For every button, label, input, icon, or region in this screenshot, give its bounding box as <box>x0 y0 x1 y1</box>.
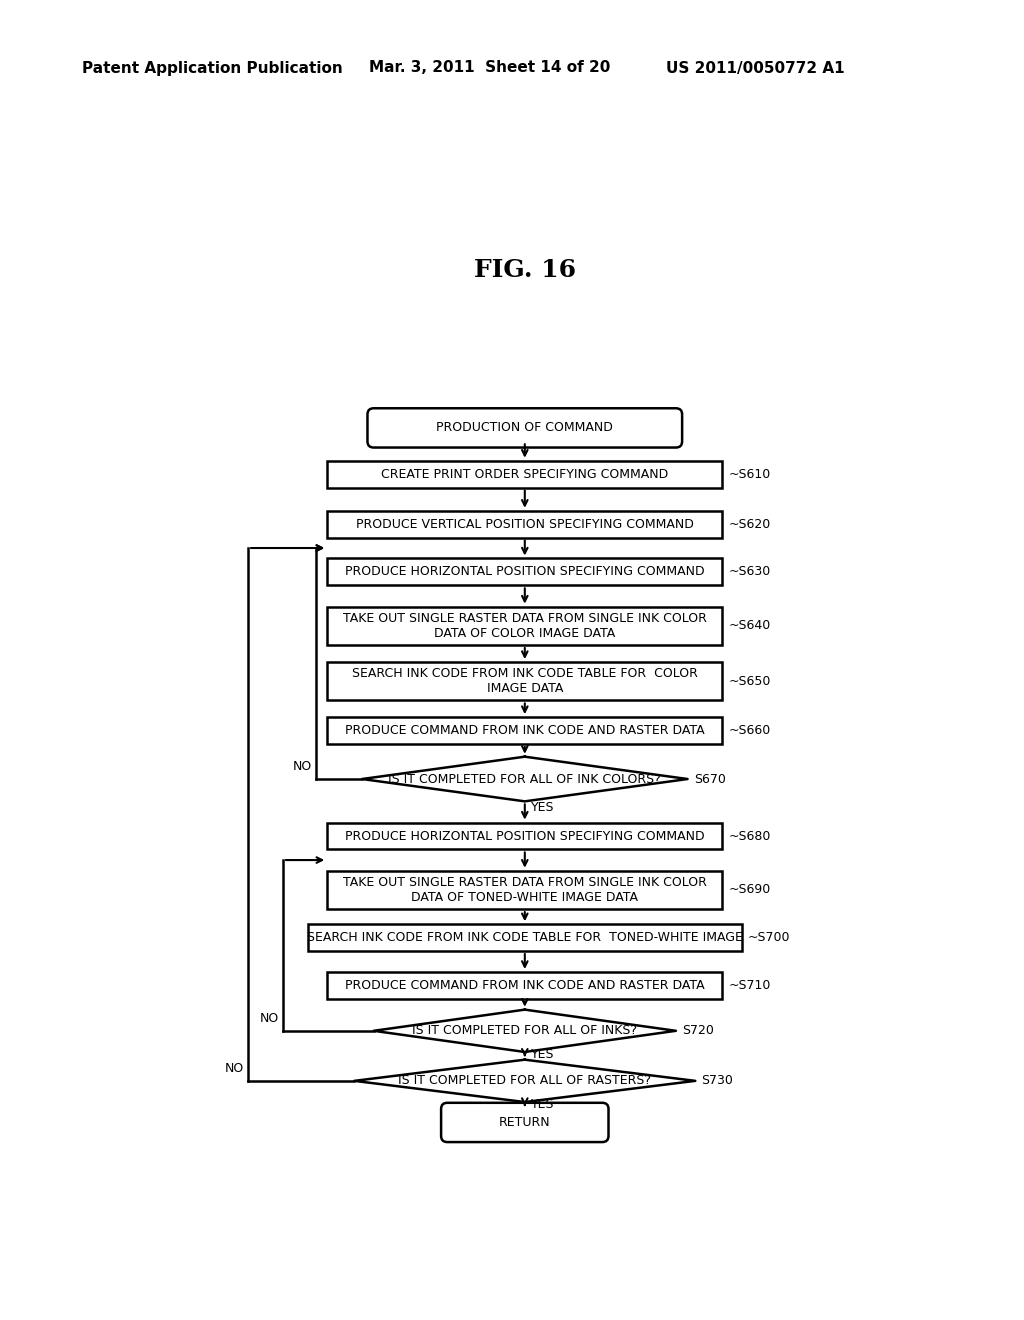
Text: S730: S730 <box>701 1074 733 1088</box>
Text: ~S640: ~S640 <box>729 619 771 632</box>
Polygon shape <box>374 1010 676 1052</box>
Text: ~S650: ~S650 <box>729 675 771 688</box>
FancyBboxPatch shape <box>328 461 722 487</box>
FancyBboxPatch shape <box>328 822 722 850</box>
Text: TAKE OUT SINGLE RASTER DATA FROM SINGLE INK COLOR
DATA OF TONED-WHITE IMAGE DATA: TAKE OUT SINGLE RASTER DATA FROM SINGLE … <box>343 876 707 904</box>
Text: ~S610: ~S610 <box>729 467 771 480</box>
Text: ~S620: ~S620 <box>729 517 771 531</box>
Text: PRODUCE HORIZONTAL POSITION SPECIFYING COMMAND: PRODUCE HORIZONTAL POSITION SPECIFYING C… <box>345 829 705 842</box>
Text: PRODUCE VERTICAL POSITION SPECIFYING COMMAND: PRODUCE VERTICAL POSITION SPECIFYING COM… <box>356 517 693 531</box>
Text: TAKE OUT SINGLE RASTER DATA FROM SINGLE INK COLOR
DATA OF COLOR IMAGE DATA: TAKE OUT SINGLE RASTER DATA FROM SINGLE … <box>343 611 707 640</box>
FancyBboxPatch shape <box>328 607 722 645</box>
Text: ~S630: ~S630 <box>729 565 771 578</box>
Polygon shape <box>354 1060 695 1102</box>
Text: NO: NO <box>260 1011 280 1024</box>
Text: RETURN: RETURN <box>499 1115 551 1129</box>
Text: YES: YES <box>531 801 555 814</box>
Text: SEARCH INK CODE FROM INK CODE TABLE FOR  COLOR
IMAGE DATA: SEARCH INK CODE FROM INK CODE TABLE FOR … <box>352 667 697 696</box>
FancyBboxPatch shape <box>328 717 722 744</box>
Text: NO: NO <box>225 1061 245 1074</box>
Text: ~S690: ~S690 <box>729 883 771 896</box>
FancyBboxPatch shape <box>328 871 722 909</box>
Text: IS IT COMPLETED FOR ALL OF INK COLORS?: IS IT COMPLETED FOR ALL OF INK COLORS? <box>388 772 662 785</box>
Text: SEARCH INK CODE FROM INK CODE TABLE FOR  TONED-WHITE IMAGE: SEARCH INK CODE FROM INK CODE TABLE FOR … <box>307 931 742 944</box>
FancyBboxPatch shape <box>308 924 741 952</box>
Text: YES: YES <box>531 1098 555 1111</box>
FancyBboxPatch shape <box>328 558 722 585</box>
Polygon shape <box>362 756 687 801</box>
FancyBboxPatch shape <box>441 1102 608 1142</box>
Text: CREATE PRINT ORDER SPECIFYING COMMAND: CREATE PRINT ORDER SPECIFYING COMMAND <box>381 467 669 480</box>
Text: PRODUCE HORIZONTAL POSITION SPECIFYING COMMAND: PRODUCE HORIZONTAL POSITION SPECIFYING C… <box>345 565 705 578</box>
Text: PRODUCTION OF COMMAND: PRODUCTION OF COMMAND <box>436 421 613 434</box>
FancyBboxPatch shape <box>368 408 682 447</box>
Text: S670: S670 <box>693 772 726 785</box>
Text: S720: S720 <box>682 1024 714 1038</box>
Text: IS IT COMPLETED FOR ALL OF INKS?: IS IT COMPLETED FOR ALL OF INKS? <box>413 1024 637 1038</box>
Text: PRODUCE COMMAND FROM INK CODE AND RASTER DATA: PRODUCE COMMAND FROM INK CODE AND RASTER… <box>345 723 705 737</box>
Text: ~S710: ~S710 <box>729 979 771 991</box>
Text: Patent Application Publication: Patent Application Publication <box>82 61 343 75</box>
Text: ~S680: ~S680 <box>729 829 771 842</box>
Text: FIG. 16: FIG. 16 <box>474 257 575 282</box>
Text: Mar. 3, 2011  Sheet 14 of 20: Mar. 3, 2011 Sheet 14 of 20 <box>369 61 610 75</box>
FancyBboxPatch shape <box>328 663 722 701</box>
Text: NO: NO <box>293 760 311 774</box>
Text: ~S700: ~S700 <box>748 931 791 944</box>
Text: PRODUCE COMMAND FROM INK CODE AND RASTER DATA: PRODUCE COMMAND FROM INK CODE AND RASTER… <box>345 979 705 991</box>
Text: YES: YES <box>531 1048 555 1061</box>
Text: ~S660: ~S660 <box>729 723 771 737</box>
FancyBboxPatch shape <box>328 511 722 537</box>
FancyBboxPatch shape <box>328 972 722 999</box>
Text: IS IT COMPLETED FOR ALL OF RASTERS?: IS IT COMPLETED FOR ALL OF RASTERS? <box>398 1074 651 1088</box>
Text: US 2011/0050772 A1: US 2011/0050772 A1 <box>666 61 844 75</box>
